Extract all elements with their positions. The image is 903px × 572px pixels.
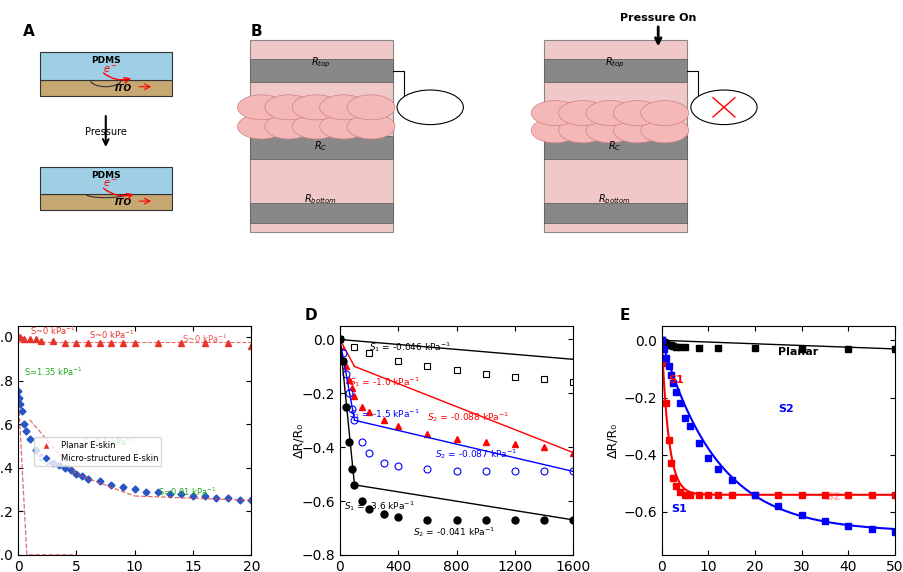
Circle shape <box>585 118 633 143</box>
Circle shape <box>347 95 395 120</box>
Text: Planar: Planar <box>777 347 818 356</box>
Text: $S_2$ = -0.087 kPa$^{-1}$: $S_2$ = -0.087 kPa$^{-1}$ <box>434 447 517 462</box>
FancyBboxPatch shape <box>250 136 393 159</box>
Text: $R_{top}$: $R_{top}$ <box>311 56 330 70</box>
Text: S~0 kPa$^{-1}$: S~0 kPa$^{-1}$ <box>88 329 134 341</box>
Y-axis label: ΔR/R₀: ΔR/R₀ <box>606 423 619 458</box>
Text: ITO: ITO <box>115 198 132 207</box>
Circle shape <box>320 114 368 139</box>
Text: $R_C$: $R_C$ <box>313 139 327 153</box>
FancyBboxPatch shape <box>250 40 393 232</box>
Text: PDMS: PDMS <box>91 170 120 180</box>
Text: $R_{bottom}$: $R_{bottom}$ <box>303 193 337 206</box>
Circle shape <box>292 114 340 139</box>
FancyBboxPatch shape <box>544 204 686 223</box>
Circle shape <box>613 118 661 143</box>
Text: S2: S2 <box>824 492 840 502</box>
Circle shape <box>347 114 395 139</box>
Text: S1: S1 <box>670 504 686 514</box>
Text: S1: S1 <box>668 375 684 385</box>
Text: E: E <box>619 308 629 323</box>
FancyBboxPatch shape <box>40 194 172 210</box>
Circle shape <box>320 95 368 120</box>
FancyBboxPatch shape <box>544 136 686 159</box>
FancyBboxPatch shape <box>544 40 686 232</box>
Circle shape <box>237 114 285 139</box>
Text: $S_1$ = -1.0 kPa$^{-1}$: $S_1$ = -1.0 kPa$^{-1}$ <box>349 375 419 389</box>
Circle shape <box>396 90 463 125</box>
Text: $S_1$ = -0.046 kPa$^{-1}$: $S_1$ = -0.046 kPa$^{-1}$ <box>368 340 451 353</box>
FancyBboxPatch shape <box>250 204 393 223</box>
Text: A: A <box>23 24 34 39</box>
FancyBboxPatch shape <box>40 167 172 194</box>
Circle shape <box>292 95 340 120</box>
Circle shape <box>531 118 579 143</box>
Text: S=0.1 kPa$^{-1}$: S=0.1 kPa$^{-1}$ <box>82 435 135 448</box>
Circle shape <box>265 95 312 120</box>
Text: ITO: ITO <box>115 84 132 93</box>
Circle shape <box>531 101 579 126</box>
FancyBboxPatch shape <box>40 80 172 96</box>
FancyBboxPatch shape <box>250 59 393 82</box>
Text: D: D <box>304 308 317 323</box>
Circle shape <box>265 114 312 139</box>
Text: S=0.01 kPa$^{-1}$: S=0.01 kPa$^{-1}$ <box>158 486 217 498</box>
Circle shape <box>690 90 757 125</box>
Circle shape <box>640 101 688 126</box>
Text: S~0 kPa$^{-1}$: S~0 kPa$^{-1}$ <box>31 324 76 337</box>
Text: $S_1$ = -1.5 kPa$^{-1}$: $S_1$ = -1.5 kPa$^{-1}$ <box>349 407 419 421</box>
Text: $R_{bottom}$: $R_{bottom}$ <box>597 193 630 206</box>
Text: S=1.35 kPa$^{-1}$: S=1.35 kPa$^{-1}$ <box>23 366 82 378</box>
Text: PDMS: PDMS <box>91 56 120 65</box>
Circle shape <box>237 95 285 120</box>
Circle shape <box>640 118 688 143</box>
Text: $S_1$ = -3.6 kPa$^{-1}$: $S_1$ = -3.6 kPa$^{-1}$ <box>344 499 414 513</box>
Text: B: B <box>250 24 262 39</box>
Text: $e^-$: $e^-$ <box>103 64 117 75</box>
FancyBboxPatch shape <box>40 53 172 80</box>
Circle shape <box>558 101 606 126</box>
FancyBboxPatch shape <box>544 59 686 82</box>
Circle shape <box>558 118 606 143</box>
Text: $R_C$: $R_C$ <box>607 139 620 153</box>
Circle shape <box>585 101 633 126</box>
Text: Pressure On: Pressure On <box>619 13 695 23</box>
Text: $e^-$: $e^-$ <box>103 178 117 189</box>
Text: S~0 kPa$^{-1}$: S~0 kPa$^{-1}$ <box>182 333 228 345</box>
Text: $S_2$ = -0.088 kPa$^{-1}$: $S_2$ = -0.088 kPa$^{-1}$ <box>427 410 509 424</box>
Text: $R_{top}$: $R_{top}$ <box>604 56 623 70</box>
Y-axis label: ΔR/R₀: ΔR/R₀ <box>292 423 304 458</box>
Legend: Planar E-skin, Micro-structured E-skin: Planar E-skin, Micro-structured E-skin <box>34 438 162 466</box>
Text: Pressure: Pressure <box>85 126 126 137</box>
Text: S2: S2 <box>777 404 793 414</box>
Text: $S_2$ = -0.041 kPa$^{-1}$: $S_2$ = -0.041 kPa$^{-1}$ <box>413 526 494 539</box>
Circle shape <box>613 101 661 126</box>
